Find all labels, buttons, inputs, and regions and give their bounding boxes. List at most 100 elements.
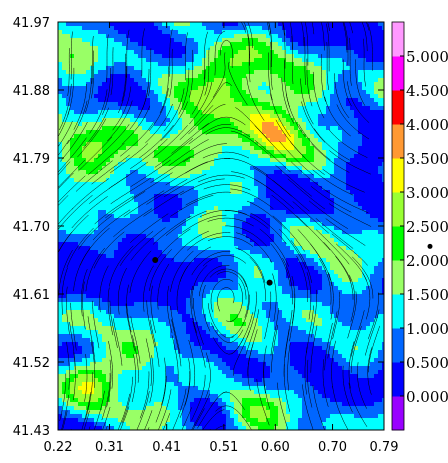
streamline (362, 273, 371, 320)
streamline (58, 159, 86, 189)
colorbar-swatch (392, 226, 404, 261)
streamline (328, 203, 372, 227)
streamline (131, 354, 136, 403)
streamline (99, 265, 109, 313)
streamline (204, 352, 211, 400)
streamline (91, 50, 94, 99)
streamline (224, 210, 269, 229)
streamline (312, 169, 354, 196)
streamline (94, 195, 134, 225)
streamline (70, 302, 77, 351)
streamline (191, 265, 208, 309)
streamline (88, 426, 91, 430)
streamline (71, 178, 110, 210)
streamline (270, 243, 291, 287)
y-tick-label: 41.79 (13, 152, 50, 167)
streamline (287, 343, 291, 391)
streamline (290, 240, 312, 283)
streamline (58, 139, 70, 156)
x-tick-label: 0.70 (318, 440, 347, 455)
streamline (66, 100, 88, 145)
streamline (246, 76, 265, 121)
streamline (150, 285, 156, 334)
streamline (200, 82, 232, 115)
streamline (188, 339, 196, 388)
streamline (230, 312, 253, 355)
streamline (368, 292, 379, 340)
streamline (110, 143, 149, 174)
streamline (129, 250, 152, 293)
streamline (287, 178, 326, 210)
streamline (109, 245, 134, 287)
streamline (271, 194, 308, 228)
streamline (270, 41, 273, 90)
streamline (130, 213, 169, 243)
streamline (231, 294, 250, 338)
streamline (125, 303, 135, 351)
streamline (270, 307, 279, 356)
streamline (311, 289, 317, 338)
streamline (312, 385, 325, 430)
streamline (276, 382, 289, 430)
streamline (198, 174, 245, 183)
streamline (247, 34, 251, 83)
streamline (129, 86, 149, 130)
streamline (315, 229, 350, 265)
streamline (92, 209, 131, 241)
streamline (59, 373, 67, 422)
streamline (102, 406, 111, 430)
streamline (170, 250, 194, 292)
streamline (247, 343, 254, 391)
streamline (272, 215, 305, 252)
colorbar-swatch (392, 124, 404, 159)
streamline (350, 326, 362, 373)
streamline (168, 139, 209, 166)
streamline (148, 48, 152, 97)
colorbar: 0.000 0.500 1.000 1.500 2.000 2.500 3.000 3.500… (391, 21, 448, 431)
colorbar-swatch (392, 22, 404, 57)
x-tick-label: 0.31 (95, 440, 124, 455)
streamline (82, 281, 86, 330)
streamline (176, 265, 189, 312)
streamline (279, 141, 314, 176)
streamline (327, 22, 330, 32)
streamline (171, 230, 209, 261)
speed-field (58, 22, 384, 430)
streamline (59, 83, 72, 131)
streamline (85, 372, 93, 420)
streamline (301, 22, 305, 47)
streamline (270, 93, 291, 137)
streamline (81, 269, 88, 317)
streamline (328, 129, 368, 158)
streamline (246, 200, 286, 230)
streamline (191, 68, 206, 115)
streamline (191, 251, 231, 276)
streamline (91, 35, 94, 84)
streamline (246, 291, 257, 339)
y-tick-label: 41.43 (13, 424, 50, 439)
streamline (88, 143, 125, 175)
streamline (300, 78, 314, 125)
streamline (357, 362, 367, 409)
streamline (149, 249, 172, 291)
streamline (325, 218, 366, 246)
streamline (207, 303, 234, 339)
x-axis: 0.22 0.31 0.41 0.51 0.60 0.70 0.79 (44, 22, 398, 455)
streamline (58, 172, 74, 190)
x-tick-label: 0.51 (209, 440, 238, 455)
colorbar-tick-label: 1.500 (406, 286, 448, 304)
streamline (181, 407, 192, 430)
streamline (291, 35, 294, 85)
streamline (179, 105, 214, 140)
streamline (136, 391, 150, 430)
streamline (84, 353, 88, 402)
streamline (159, 66, 169, 114)
streamline (184, 358, 191, 406)
streamline (87, 316, 96, 364)
streamline (58, 231, 72, 253)
streamline (107, 100, 133, 142)
streamline (131, 172, 173, 199)
streamline (169, 28, 173, 77)
streamline (132, 335, 139, 383)
streamline (93, 390, 105, 430)
